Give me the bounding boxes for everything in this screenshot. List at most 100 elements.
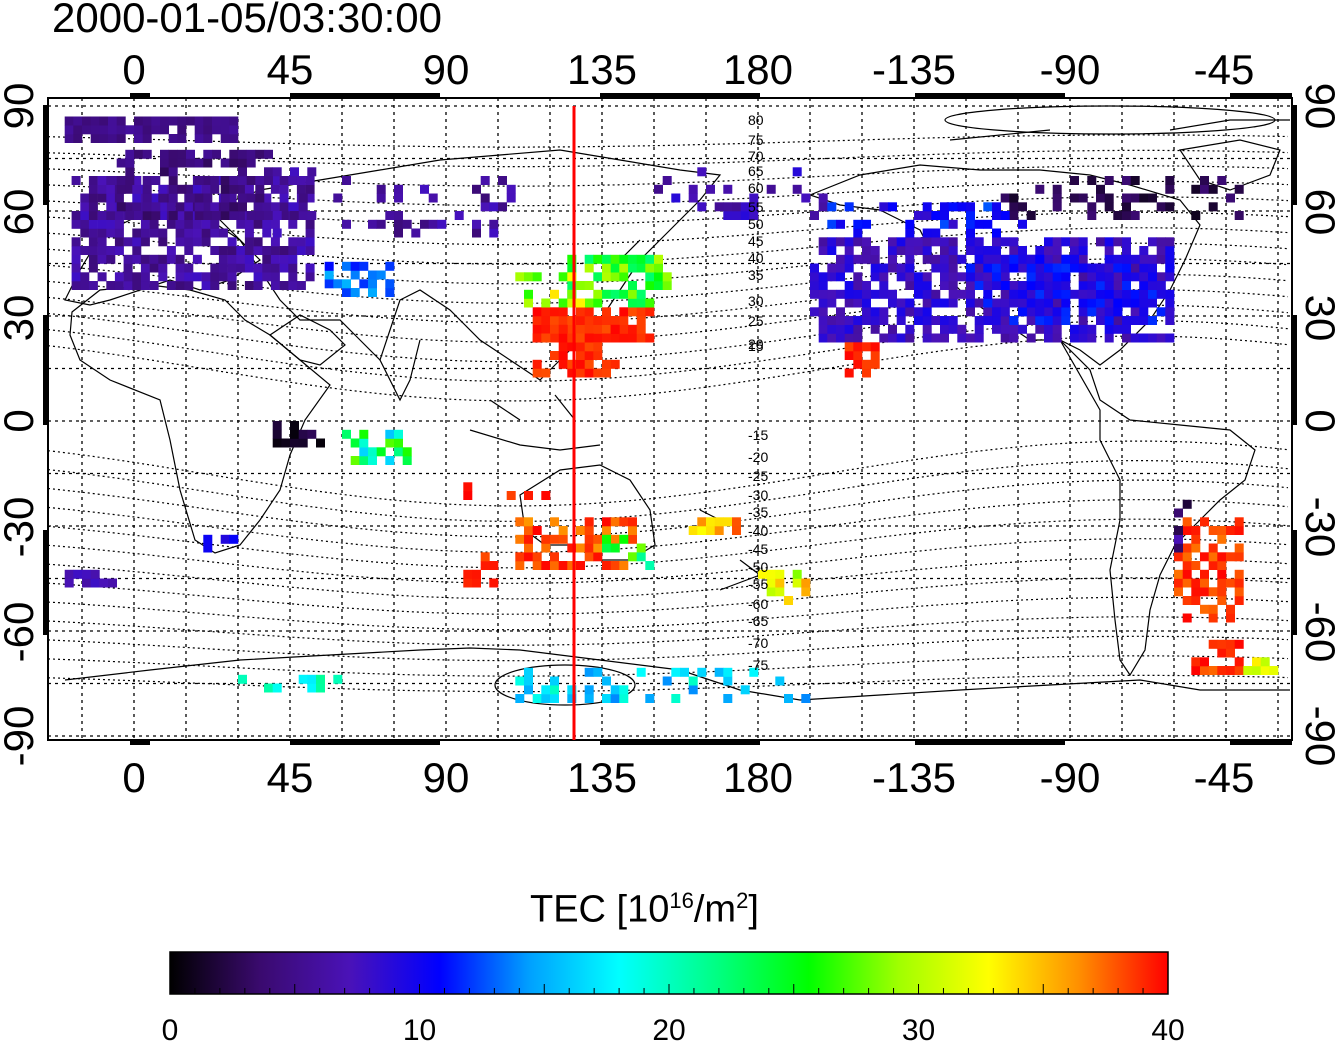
tec-cell [1122, 263, 1131, 273]
tec-cell [106, 219, 116, 229]
tec-cell [576, 324, 585, 334]
tec-cell [1044, 316, 1053, 325]
tec-cell [1087, 263, 1097, 273]
tec-cell [619, 517, 629, 527]
tec-cell [1226, 578, 1235, 588]
tec-cell [270, 254, 280, 264]
contour-label: 35 [748, 267, 764, 283]
tec-cell [99, 116, 109, 126]
tec-cell [628, 289, 637, 299]
tec-cell [619, 316, 629, 325]
tec-cell [1226, 552, 1235, 562]
tec-cell [1182, 499, 1192, 509]
tec-cell [1130, 176, 1140, 185]
tec-cell [1182, 552, 1192, 562]
tec-cell [350, 288, 360, 297]
tec-cell [1191, 578, 1201, 588]
tec-cell [175, 254, 185, 264]
tec-cell [1078, 246, 1088, 255]
tec-cell [879, 202, 889, 212]
tec-cell [844, 298, 854, 308]
tec-cell [636, 298, 646, 308]
tec-cell [940, 298, 949, 308]
tec-cell [116, 202, 126, 212]
tec-cell [602, 272, 611, 282]
tec-cell [1191, 211, 1201, 220]
tec-cell [818, 237, 828, 247]
tec-cell [1208, 666, 1218, 675]
tec-cell [940, 324, 949, 334]
tec-cell [246, 176, 256, 185]
x-tick-label: 90 [423, 46, 470, 93]
tec-cell [896, 307, 906, 317]
tec-cell [775, 676, 785, 686]
tec-cell [550, 534, 559, 544]
tec-cell [844, 281, 854, 290]
tec-cell [1208, 561, 1218, 570]
tec-cell [645, 307, 655, 317]
tec-cell [192, 228, 202, 238]
tec-cell [593, 667, 603, 677]
tec-cell [1200, 657, 1209, 667]
y-tick-label: 90 [1297, 83, 1340, 130]
tec-cell [532, 333, 542, 343]
tec-cell [177, 158, 187, 168]
tec-cell [1122, 316, 1131, 325]
tec-cell [201, 281, 211, 290]
tec-cell [1061, 289, 1071, 299]
tec-cell [1009, 298, 1019, 308]
tec-cell [1104, 254, 1114, 264]
tec-cell [359, 429, 369, 439]
tec-cell [288, 246, 298, 255]
tec-cell [212, 149, 221, 159]
tec-cell [244, 263, 254, 273]
tec-cell [368, 447, 377, 457]
tec-cell [801, 587, 811, 597]
tec-cell [359, 279, 369, 289]
tec-cell [480, 561, 490, 570]
tec-cell [1217, 552, 1227, 562]
tec-cell [992, 281, 1001, 290]
tec-cell [1026, 333, 1036, 343]
tec-cell [1061, 254, 1071, 264]
tec-cell [1104, 316, 1114, 325]
tec-cell [132, 176, 142, 185]
tec-cell [1148, 316, 1157, 325]
tec-cell [210, 272, 220, 282]
tec-cell [80, 202, 90, 212]
tec-cell [1226, 526, 1235, 535]
tec-cell [1035, 324, 1045, 334]
tec-cell [576, 561, 585, 570]
tec-cell [88, 254, 98, 264]
x-tick-label: -135 [872, 46, 956, 93]
tec-cell [498, 202, 507, 212]
tec-cell [1009, 254, 1019, 264]
tec-cell [645, 272, 655, 282]
contour-label: 45 [748, 233, 764, 249]
tec-cell [662, 281, 672, 290]
tec-cell [810, 307, 819, 317]
tec-cell [905, 307, 915, 317]
contour-label: 25 [748, 313, 764, 329]
tec-cell [210, 176, 220, 185]
tec-cell [697, 202, 707, 212]
tec-cell [73, 116, 83, 126]
tec-cell [836, 316, 845, 325]
tec-cell [244, 254, 254, 264]
tec-cell [463, 482, 473, 492]
tec-cell [992, 246, 1001, 255]
tec-cell [1208, 613, 1218, 623]
tec-cell [818, 272, 828, 282]
tec-cell [1174, 587, 1183, 597]
tec-cell [220, 184, 230, 194]
tec-cell [385, 211, 395, 220]
tec-cell [71, 176, 81, 185]
contour-label: -65 [748, 613, 768, 629]
tec-cell [992, 272, 1001, 282]
tec-cell [567, 298, 577, 308]
tec-cell [584, 324, 594, 334]
tec-cell [255, 193, 265, 203]
tec-cell [1139, 193, 1149, 203]
tec-cell [827, 202, 837, 212]
